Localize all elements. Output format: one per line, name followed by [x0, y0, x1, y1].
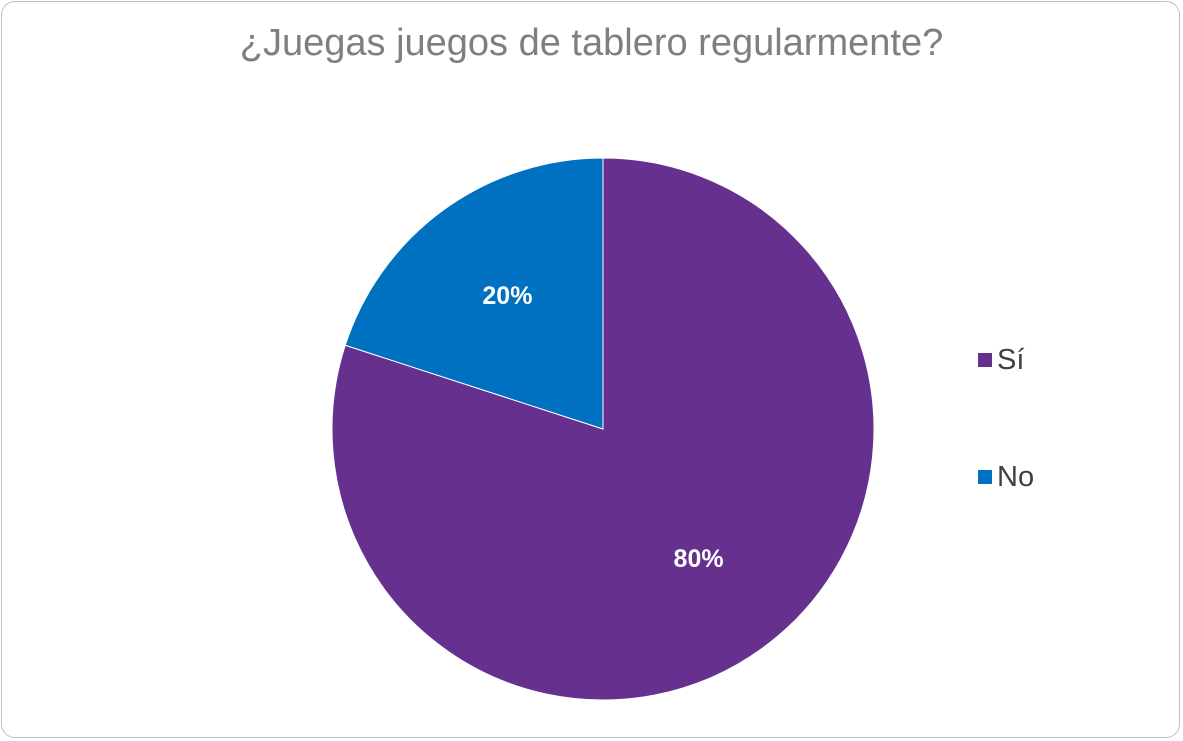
legend-swatch-si [978, 353, 992, 367]
data-label-no: 20% [482, 282, 532, 310]
pie-data-labels: 80% 20% [482, 282, 723, 573]
legend-item-no: No [978, 457, 1034, 497]
data-label-si: 80% [674, 545, 724, 573]
pie-slice-no [344, 157, 604, 430]
legend-label-no: No [997, 460, 1035, 493]
legend-label-si: Sí [997, 343, 1025, 376]
legend-item-si: Sí [978, 340, 1034, 380]
chart-title: ¿Juegas juegos de tablero regularmente? [239, 22, 944, 64]
pie-slices [331, 157, 875, 701]
legend: Sí No [978, 340, 1034, 574]
legend-swatch-no [978, 470, 992, 484]
